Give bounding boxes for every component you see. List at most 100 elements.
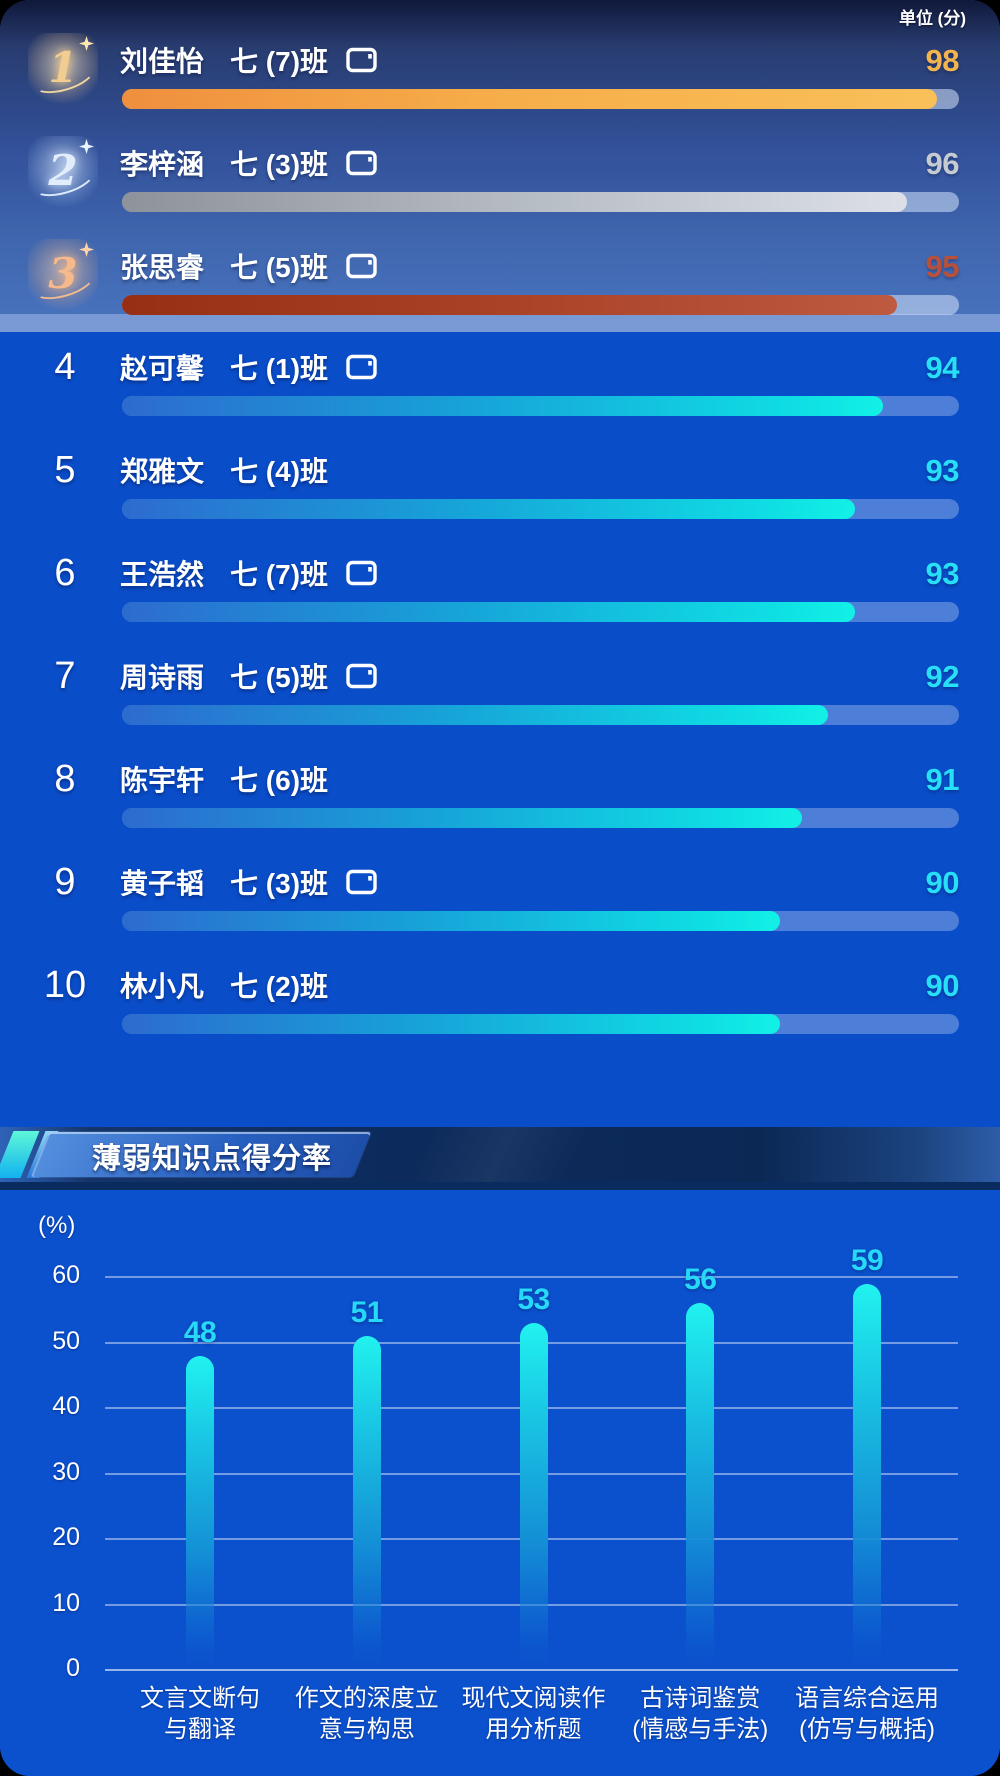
leaderboard-row[interactable]: 6 王浩然七 (7)班 93 [0,552,1000,626]
score-value: 93 [925,556,960,591]
x-axis-label-line: (仿写与概括) [799,1716,935,1743]
tablet-icon [346,150,377,176]
class-label: 七 (7)班 [230,559,329,590]
rank-3-badge: 3 [28,239,98,309]
x-axis-label-line: 语言综合运用 [795,1685,939,1712]
student-name: 张思睿 [120,252,205,283]
score-value: 94 [925,350,960,385]
score-bar [122,396,883,416]
student-name: 林小凡 [120,971,205,1002]
class-label: 七 (5)班 [230,662,329,693]
class-label: 七 (2)班 [230,971,329,1002]
leaderboard-row[interactable]: 7 周诗雨七 (5)班 92 [0,655,1000,729]
student-name: 周诗雨 [120,662,205,693]
badge-rank-number: 2 [48,146,78,195]
bar-value-label: 59 [850,1243,884,1277]
x-axis-label-line: 与翻译 [164,1716,236,1743]
class-label: 七 (5)班 [230,252,329,283]
bar-value-label: 48 [183,1315,217,1349]
chart-bar [853,1283,881,1670]
y-axis-unit-label: (%) [38,1212,76,1239]
student-info: 郑雅文七 (4)班 [120,452,328,488]
chart-bar [352,1335,381,1670]
rank-1-badge: 1 [28,33,98,103]
x-axis-label: 文言文断句 与翻译 [90,1683,310,1745]
gridline-60 [105,1276,958,1278]
score-value: 95 [925,249,960,284]
student-info: 黄子韬七 (3)班 [120,864,377,900]
badge-rank-number: 1 [48,43,78,92]
rank-number: 10 [43,964,87,1006]
student-name: 王浩然 [120,559,205,590]
score-bar-track [122,396,959,416]
y-axis-tick: 0 [66,1654,80,1682]
tablet-icon [346,869,377,895]
score-value: 91 [925,762,960,797]
section-title: 薄弱知识点得分率 [92,1143,333,1175]
rank-number: 4 [54,346,76,388]
student-name: 刘佳怡 [120,46,205,77]
class-label: 七 (3)班 [230,868,329,899]
rank-number: 7 [54,655,76,697]
y-axis-tick: 20 [52,1523,80,1551]
student-name: 李梓涵 [120,149,205,180]
class-label: 七 (1)班 [230,353,329,384]
tablet-icon [346,354,377,380]
student-name: 黄子韬 [120,868,205,899]
x-axis-label-line: 意与构思 [318,1716,415,1743]
rank-2-badge: 2 [28,136,98,206]
class-label: 七 (4)班 [230,456,329,487]
score-bar-track [122,499,959,519]
student-info: 李梓涵七 (3)班 [120,145,377,181]
y-axis-tick: 50 [52,1326,80,1355]
x-axis-label: 现代文阅读作 用分析题 [424,1683,644,1745]
student-name: 赵可馨 [120,353,205,384]
rank-number: 5 [54,449,76,491]
score-bar [122,89,938,109]
x-axis-label: 语言综合运用 (仿写与概括) [757,1683,977,1745]
chart-bar [186,1355,214,1670]
leaderboard-row[interactable]: 2 李梓涵七 (3)班 96 [0,136,1000,216]
tablet-icon [346,560,377,586]
score-bar [122,1014,780,1034]
weak-points-chart: (%) 0 10 20 30 40 50 60 48 文言文断句 与翻译 51 作文的深度立 意与构思 5… [0,1190,1000,1776]
bar-value-label: 53 [517,1282,550,1316]
score-bar-track [122,295,959,315]
leaderboard-row[interactable]: 3 张思睿七 (5)班 95 [0,239,1000,319]
score-bar [122,602,856,622]
leaderboard-row[interactable]: 4 赵可馨七 (1)班 94 [0,346,1000,420]
tablet-icon [346,47,377,73]
score-bar-track [122,1014,959,1034]
rank-number: 8 [54,758,76,800]
student-name: 陈宇轩 [120,765,205,796]
score-bar-track [122,911,959,931]
score-bar [122,911,780,931]
score-bar-track [122,192,959,212]
score-bar [122,192,908,212]
section-divider [0,1182,1000,1190]
student-info: 刘佳怡七 (7)班 [120,42,377,78]
leaderboard-row[interactable]: 8 陈宇轩七 (6)班 91 [0,758,1000,832]
leaderboard-row[interactable]: 1 刘佳怡七 (7)班 98 [0,33,1000,113]
leaderboard-row[interactable]: 5 郑雅文七 (4)班 93 [0,449,1000,523]
x-axis-label-line: 用分析题 [485,1716,582,1743]
score-value: 90 [925,968,960,1003]
student-info: 周诗雨七 (5)班 [120,658,377,694]
class-label: 七 (3)班 [230,149,329,180]
student-info: 王浩然七 (7)班 [120,555,377,591]
leaderboard-row[interactable]: 9 黄子韬七 (3)班 90 [0,861,1000,935]
score-value: 93 [925,453,960,488]
student-info: 张思睿七 (5)班 [120,248,377,284]
section-banner: 薄弱知识点得分率 [0,1127,1000,1182]
score-bar [122,295,898,315]
y-axis-tick: 30 [52,1457,80,1486]
class-label: 七 (7)班 [230,46,329,77]
x-axis-label: 古诗词鉴赏 (情感与手法) [590,1683,810,1745]
leaderboard-row[interactable]: 10 林小凡七 (2)班 90 [0,964,1000,1038]
x-axis-label-line: 作文的深度立 [294,1685,439,1712]
score-bar [122,808,802,828]
x-axis-label-line: 现代文阅读作 [461,1685,606,1712]
rank-number: 9 [54,861,76,903]
tablet-icon [346,253,377,279]
